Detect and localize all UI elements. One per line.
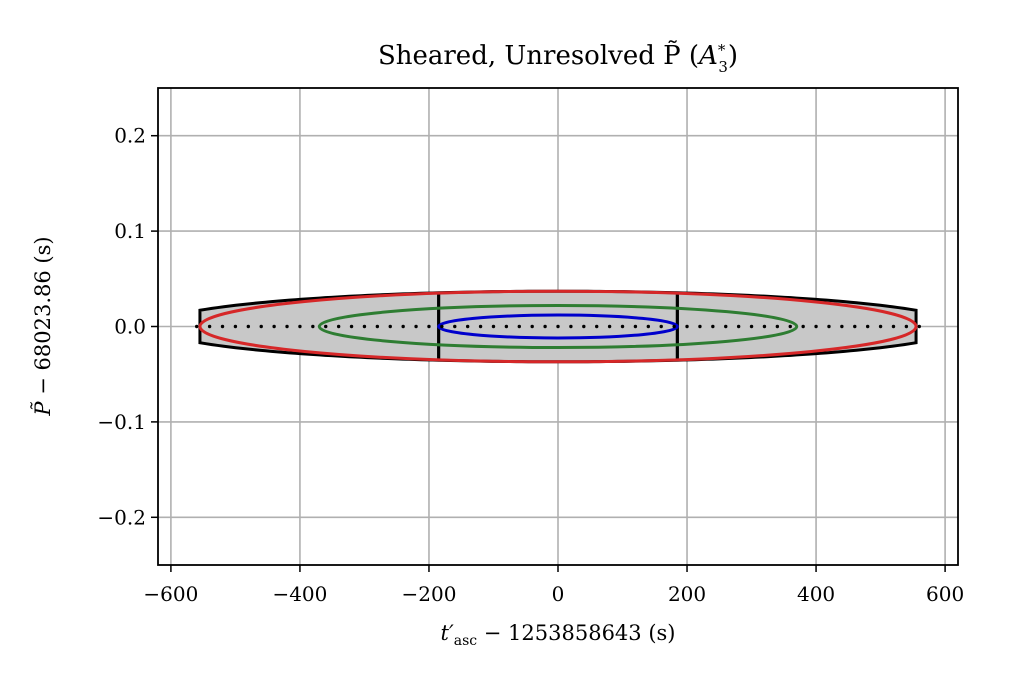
data-point xyxy=(607,324,612,329)
x-tick-label: 600 xyxy=(926,582,964,606)
data-point xyxy=(375,324,380,329)
plot-area xyxy=(157,87,959,566)
data-point xyxy=(620,324,625,329)
x-tick-label: 200 xyxy=(668,582,706,606)
data-point xyxy=(207,324,212,329)
data-point xyxy=(362,324,367,329)
x-tick-label: −200 xyxy=(401,582,456,606)
data-point xyxy=(440,324,444,329)
x-tick-label: 0 xyxy=(552,582,565,606)
data-point xyxy=(556,324,560,329)
data-point xyxy=(504,324,509,329)
data-point xyxy=(801,324,805,329)
data-point xyxy=(324,324,328,329)
ellipse-1 xyxy=(317,304,799,349)
data-point xyxy=(427,324,431,329)
data-point xyxy=(711,324,715,329)
data-point xyxy=(853,324,857,329)
data-point xyxy=(595,324,599,329)
data-point xyxy=(414,324,418,329)
data-point xyxy=(865,324,870,329)
data-point xyxy=(272,324,276,329)
data-point xyxy=(749,324,754,329)
data-point xyxy=(582,324,586,329)
ellipse-2 xyxy=(437,313,679,340)
x-axis-label: t′asc − 1253858643 (s) xyxy=(441,621,676,649)
data-point xyxy=(775,324,780,329)
data-point xyxy=(220,324,225,329)
ellipse-0 xyxy=(198,289,918,364)
axis-ticks: −600 −400 −200 0 200 400 600 −0.2 −0.1 0.0 0.1 0.2 xyxy=(97,124,964,606)
data-point xyxy=(762,324,767,329)
data-point xyxy=(814,324,818,329)
data-point xyxy=(491,324,496,329)
y-tick-label: 0.2 xyxy=(114,124,146,148)
data-point xyxy=(724,324,728,329)
data-point xyxy=(195,324,199,329)
data-point xyxy=(646,324,651,329)
data-point xyxy=(672,324,676,329)
data-point xyxy=(736,324,741,329)
data-point xyxy=(891,324,896,329)
data-point xyxy=(543,324,547,329)
x-tick-label: −400 xyxy=(272,582,327,606)
data-point xyxy=(917,324,921,329)
x-tick-label: 400 xyxy=(797,582,835,606)
data-point xyxy=(685,324,689,329)
data-point xyxy=(827,324,831,329)
data-point xyxy=(453,324,457,329)
data-point xyxy=(698,324,702,329)
chart-title: Sheared, Unresolved P̃ (A* 3) xyxy=(378,40,738,76)
data-point xyxy=(401,324,405,329)
data-point xyxy=(349,324,354,329)
data-point xyxy=(840,324,844,329)
data-point xyxy=(336,324,341,329)
y-tick-label: 0.0 xyxy=(114,315,146,339)
data-point xyxy=(388,324,392,329)
data-point xyxy=(633,324,638,329)
data-point xyxy=(246,324,251,329)
data-point xyxy=(311,324,315,329)
data-point xyxy=(569,324,573,329)
y-axis-label: P̃ − 68023.86 (s) xyxy=(31,236,55,416)
data-point xyxy=(298,324,302,329)
data-point xyxy=(285,324,289,329)
y-tick-label: −0.2 xyxy=(97,505,146,529)
x-tick-label: −600 xyxy=(143,582,198,606)
data-point xyxy=(904,324,909,329)
data-point xyxy=(878,324,883,329)
data-point xyxy=(659,324,663,329)
y-tick-label: 0.1 xyxy=(114,219,146,243)
data-point xyxy=(530,324,534,329)
data-point xyxy=(259,324,263,329)
data-point xyxy=(465,324,470,329)
data-point xyxy=(478,324,483,329)
data-point xyxy=(788,324,792,329)
y-tick-label: −0.1 xyxy=(97,410,146,434)
data-point xyxy=(517,324,521,329)
data-point xyxy=(233,324,238,329)
